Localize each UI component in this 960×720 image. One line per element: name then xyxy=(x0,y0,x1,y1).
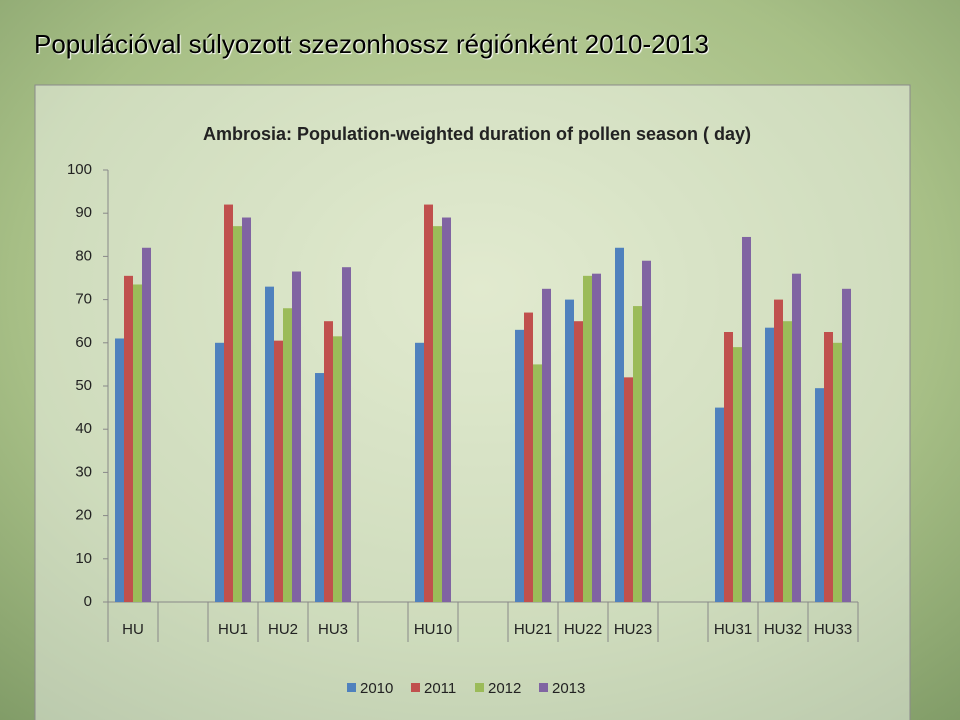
y-tick-label: 80 xyxy=(75,247,92,264)
y-tick-label: 0 xyxy=(84,593,92,610)
legend-swatch xyxy=(347,683,356,692)
bar xyxy=(533,364,542,602)
bar xyxy=(592,273,601,602)
bar xyxy=(215,342,224,602)
bar xyxy=(415,342,424,602)
legend-label: 2012 xyxy=(488,680,521,697)
legend-label: 2010 xyxy=(360,680,393,697)
bar xyxy=(292,271,301,602)
bar xyxy=(715,407,724,602)
bar xyxy=(842,288,851,602)
y-tick-label: 50 xyxy=(75,377,92,394)
x-tick-label: HU21 xyxy=(514,621,552,638)
legend-swatch xyxy=(539,683,548,692)
bar xyxy=(224,204,233,602)
x-tick-label: HU31 xyxy=(714,621,752,638)
y-tick-label: 40 xyxy=(75,420,92,437)
bar xyxy=(615,247,624,602)
bar xyxy=(233,226,242,602)
bar xyxy=(792,273,801,602)
bar xyxy=(342,267,351,602)
bar xyxy=(433,226,442,602)
bar xyxy=(333,336,342,602)
bar xyxy=(124,275,133,602)
x-tick-label: HU3 xyxy=(318,621,348,638)
bar xyxy=(642,260,651,602)
bar xyxy=(815,388,824,602)
bar xyxy=(774,299,783,602)
y-tick-label: 30 xyxy=(75,463,92,480)
x-tick-label: HU xyxy=(122,621,144,638)
bar xyxy=(765,327,774,602)
bar xyxy=(783,321,792,602)
bar xyxy=(442,217,451,602)
legend-swatch xyxy=(411,683,420,692)
bar xyxy=(824,332,833,602)
y-tick-label: 90 xyxy=(75,204,92,221)
x-tick-label: HU2 xyxy=(268,621,298,638)
bar xyxy=(733,347,742,602)
x-tick-label: HU22 xyxy=(564,621,602,638)
bar xyxy=(133,284,142,602)
bar xyxy=(265,286,274,602)
bar xyxy=(424,204,433,602)
x-tick-label: HU1 xyxy=(218,621,248,638)
bar xyxy=(583,275,592,602)
bar xyxy=(142,247,151,602)
bar xyxy=(833,342,842,602)
bar xyxy=(315,373,324,602)
bar xyxy=(624,377,633,602)
bar xyxy=(242,217,251,602)
y-tick-label: 20 xyxy=(75,507,92,524)
bar xyxy=(542,288,551,602)
x-tick-label: HU33 xyxy=(814,621,852,638)
x-tick-label: HU10 xyxy=(414,621,452,638)
y-tick-label: 70 xyxy=(75,291,92,308)
legend-label: 2011 xyxy=(424,680,456,697)
x-tick-label: HU23 xyxy=(614,621,652,638)
chart-title: Ambrosia: Population-weighted duration o… xyxy=(203,124,751,144)
bar xyxy=(724,332,733,602)
bar xyxy=(574,321,583,602)
x-tick-label: HU32 xyxy=(764,621,802,638)
y-tick-label: 60 xyxy=(75,334,92,351)
bar xyxy=(115,338,124,602)
y-tick-label: 10 xyxy=(75,550,92,567)
legend-swatch xyxy=(475,683,484,692)
bar xyxy=(633,306,642,602)
bar xyxy=(524,312,533,602)
bar xyxy=(565,299,574,602)
slide-title: Populációval súlyozott szezonhossz régió… xyxy=(34,29,709,59)
bar xyxy=(515,329,524,602)
legend-label: 2013 xyxy=(552,680,585,697)
bar xyxy=(324,321,333,602)
bar xyxy=(283,308,292,602)
y-tick-label: 100 xyxy=(67,161,92,178)
chart-area xyxy=(34,84,911,720)
bar xyxy=(274,340,283,602)
bar xyxy=(742,236,751,602)
